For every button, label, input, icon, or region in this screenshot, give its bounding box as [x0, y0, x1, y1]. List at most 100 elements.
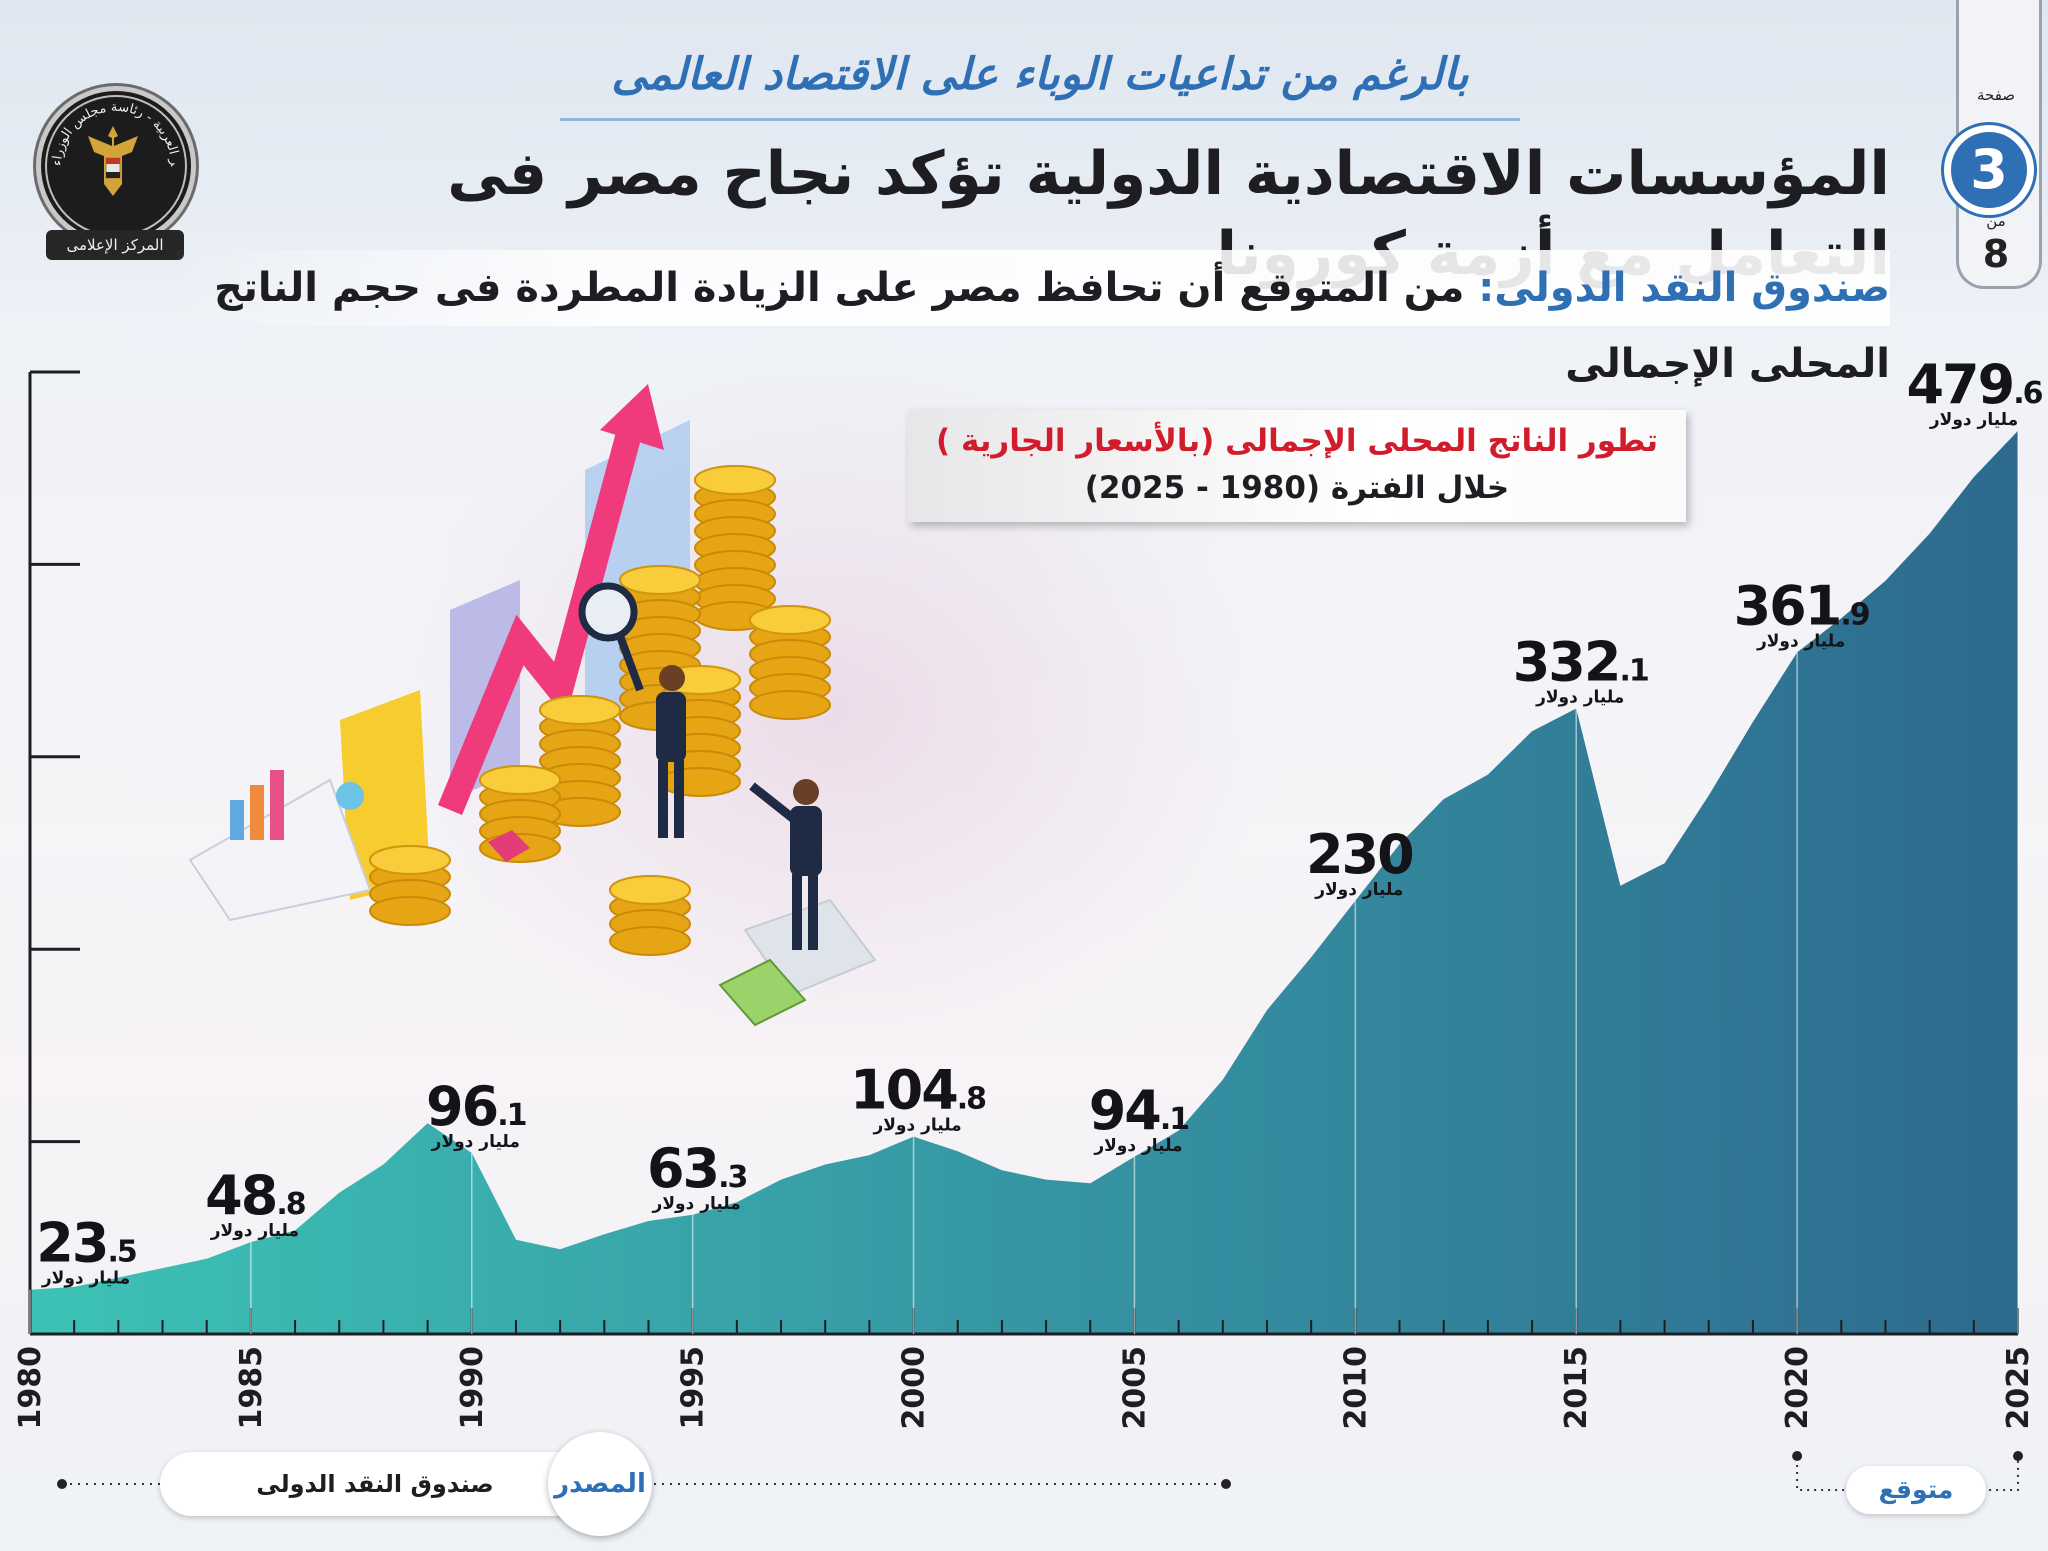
coin-top-icon [539, 695, 621, 725]
forecast-label: متوقع [1846, 1466, 1986, 1514]
person-leg [792, 874, 802, 950]
chart-title-line1: تطور الناتج المحلى الإجمالى (بالأسعار ال… [935, 423, 1658, 459]
subheadline: صندوق النقد الدولى: من المتوقع أن تحافظ … [170, 250, 1890, 387]
coin-icon [369, 896, 451, 926]
source-badge [548, 1432, 652, 1536]
source-label: المصدر [554, 1469, 646, 1499]
data-label-whole: 63 [647, 1137, 718, 1200]
x-tick-labels: 1980 1985 1990 1995 2000 2005 2010 2015 2020 2025 [13, 1346, 2036, 1430]
data-label-decimal: .8 [276, 1187, 305, 1222]
x-tick-label: 1990 [455, 1346, 490, 1430]
data-label-value: 104.8 [850, 1059, 986, 1122]
cube-icon [488, 830, 530, 862]
coin-icon [749, 690, 831, 720]
x-tick-label: 2015 [1559, 1346, 1594, 1430]
data-label-whole: 361 [1734, 574, 1841, 637]
page-of-label: من [1986, 212, 2006, 230]
x-tick-label: 1980 [13, 1346, 48, 1430]
data-label-value: 96.1 [426, 1075, 526, 1138]
coin-top-icon [609, 875, 691, 905]
person-arm [749, 782, 798, 824]
data-label-decimal: .1 [1619, 654, 1647, 689]
data-label-decimal: .3 [718, 1160, 746, 1195]
data-label-unit: مليار دولار [210, 1221, 299, 1241]
coin-icon [659, 767, 741, 797]
data-label-whole: 48 [205, 1164, 276, 1227]
data-label-whole: 104 [850, 1059, 957, 1122]
data-label-value: 63.3 [647, 1137, 747, 1200]
data-label-unit: مليار دولار [1093, 1136, 1182, 1156]
person-leg [674, 760, 684, 838]
magnifier-icon [578, 582, 638, 642]
value-leader-lines [29, 430, 2019, 1334]
pie-chart-icon [336, 782, 364, 810]
data-label-whole: 479 [1906, 353, 2013, 416]
data-label-unit: مليار دولار [1929, 410, 2018, 430]
data-label-value: 332.1 [1513, 631, 1648, 694]
person-leg [658, 760, 668, 838]
logo-ribbon: المركز الإعلامى [46, 230, 184, 260]
mini-bar [230, 800, 244, 840]
data-label-unit: مليار دولار [1756, 631, 1845, 651]
coin-top-icon [369, 845, 451, 875]
x-tick-label: 1995 [676, 1346, 711, 1430]
x-tick-label: 2025 [2001, 1346, 2036, 1430]
data-label-value: 230 [1306, 823, 1413, 886]
page-total: 8 [1982, 232, 2010, 276]
data-label-unit: مليار دولار [872, 1116, 961, 1136]
subhead-source: صندوق النقد الدولى: [1478, 265, 1890, 311]
chart-title-line2: خلال الفترة (1980 - 2025) [1084, 470, 1510, 506]
source-name: صندوق النقد الدولى [256, 1470, 494, 1498]
x-tick-label: 2010 [1338, 1346, 1373, 1430]
gdp-area [30, 430, 2018, 1334]
trend-arrow [437, 426, 643, 815]
finance-illustration [188, 384, 877, 1027]
arrow-head-icon [600, 384, 664, 450]
data-label-whole: 96 [426, 1075, 497, 1138]
chart-title-box: تطور الناتج المحلى الإجمالى (بالأسعار ال… [908, 410, 1686, 522]
coin-top-icon [749, 605, 831, 635]
dot-marker [1792, 1451, 1803, 1461]
person-leg [808, 874, 818, 950]
forecast-bracket [1796, 1458, 2019, 1491]
page-number: 3 [1944, 125, 2034, 215]
data-label-decimal: .8 [957, 1082, 986, 1117]
coin-icon [609, 926, 691, 956]
coin-top-icon [694, 465, 776, 495]
data-label-value: 479.6 [1906, 353, 2042, 416]
data-label-unit: مليار دولار [431, 1132, 520, 1152]
data-label-decimal: .9 [1840, 597, 1868, 632]
cabinet-media-center-logo: جمهورية مصر العربية - رئاسة مجلس الوزراء… [28, 78, 198, 268]
mini-bar [270, 770, 284, 840]
subhead-text: من المتوقع أن تحافظ مصر على الزيادة المط… [214, 265, 1890, 387]
x-tick-label: 2005 [1117, 1346, 1152, 1430]
dot-marker [1221, 1479, 1231, 1489]
data-label-decimal: .5 [107, 1235, 135, 1270]
data-label-decimal: .6 [2013, 376, 2042, 411]
data-label-unit: مليار دولار [1535, 688, 1624, 708]
coin-top-icon [479, 765, 561, 795]
page-label: صفحة [1976, 86, 2016, 104]
data-label-decimal: .1 [497, 1098, 525, 1133]
data-label-decimal: .1 [1160, 1102, 1188, 1137]
data-label-whole: 230 [1306, 823, 1413, 886]
data-label-whole: 94 [1089, 1079, 1161, 1142]
person-body-icon [790, 806, 822, 876]
person-head-icon [793, 779, 819, 805]
x-tick-label: 2000 [897, 1346, 932, 1430]
x-tick-label: 2020 [1780, 1346, 1815, 1430]
data-label-value: 361.9 [1734, 574, 1869, 637]
data-label-value: 48.8 [205, 1164, 306, 1227]
mini-bar [250, 785, 264, 840]
coin-top-icon [619, 565, 701, 595]
dot-marker [57, 1479, 67, 1489]
eagle-emblem-icon [88, 126, 138, 196]
cash-icon [718, 958, 807, 1027]
data-label-unit: مليار دولار [41, 1269, 130, 1289]
kicker-title: بالرغم من تداعيات الوباء على الاقتصاد ال… [560, 40, 1520, 121]
data-label-whole: 332 [1513, 631, 1620, 694]
data-label-value: 23.5 [36, 1212, 136, 1275]
person-body-icon [656, 692, 686, 762]
